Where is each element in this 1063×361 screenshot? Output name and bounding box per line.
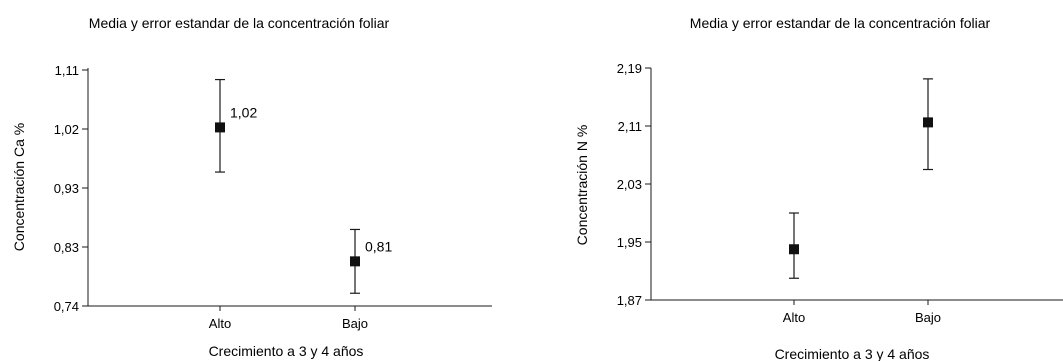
data-point: [923, 117, 933, 128]
y-tick-label: 2,11: [618, 119, 642, 134]
y-tick-label: 0,93: [54, 181, 79, 196]
x-category-label: Bajo: [342, 316, 368, 331]
x-category-label: Bajo: [915, 310, 941, 325]
chart-ca-title: Media y error estandar de la concentraci…: [89, 15, 390, 31]
chart-n: Media y error estandar de la concentraci…: [574, 15, 1063, 361]
y-tick-label: 1,02: [54, 122, 79, 137]
y-tick-label: 2,03: [617, 177, 642, 192]
chart-n-title: Media y error estandar de la concentraci…: [690, 15, 991, 31]
y-tick-label: 2,19: [617, 61, 642, 76]
y-tick-label: 0,83: [54, 240, 79, 255]
x-category-label: Alto: [783, 310, 805, 325]
y-tick-label: 0,74: [54, 299, 79, 314]
data-point: [215, 122, 225, 133]
y-tick-label: 1,95: [617, 235, 642, 250]
y-tick-label: 1,87: [617, 293, 642, 308]
chart-ca: Media y error estandar de la concentraci…: [11, 15, 492, 359]
x-category-label: Alto: [209, 316, 231, 331]
data-point: [789, 244, 799, 255]
chart-n-xlabel: Crecimiento a 3 y 4 años: [775, 346, 930, 361]
data-point: [350, 256, 360, 267]
y-tick-label: 1,11: [55, 63, 79, 78]
data-label: 1,02: [230, 104, 257, 120]
chart-ca-xlabel: Crecimiento a 3 y 4 años: [209, 343, 364, 359]
chart-n-ylabel: Concentración N %: [574, 125, 590, 246]
chart-ca-ylabel: Concentración Ca %: [11, 123, 27, 251]
data-label: 0,81: [365, 238, 392, 254]
